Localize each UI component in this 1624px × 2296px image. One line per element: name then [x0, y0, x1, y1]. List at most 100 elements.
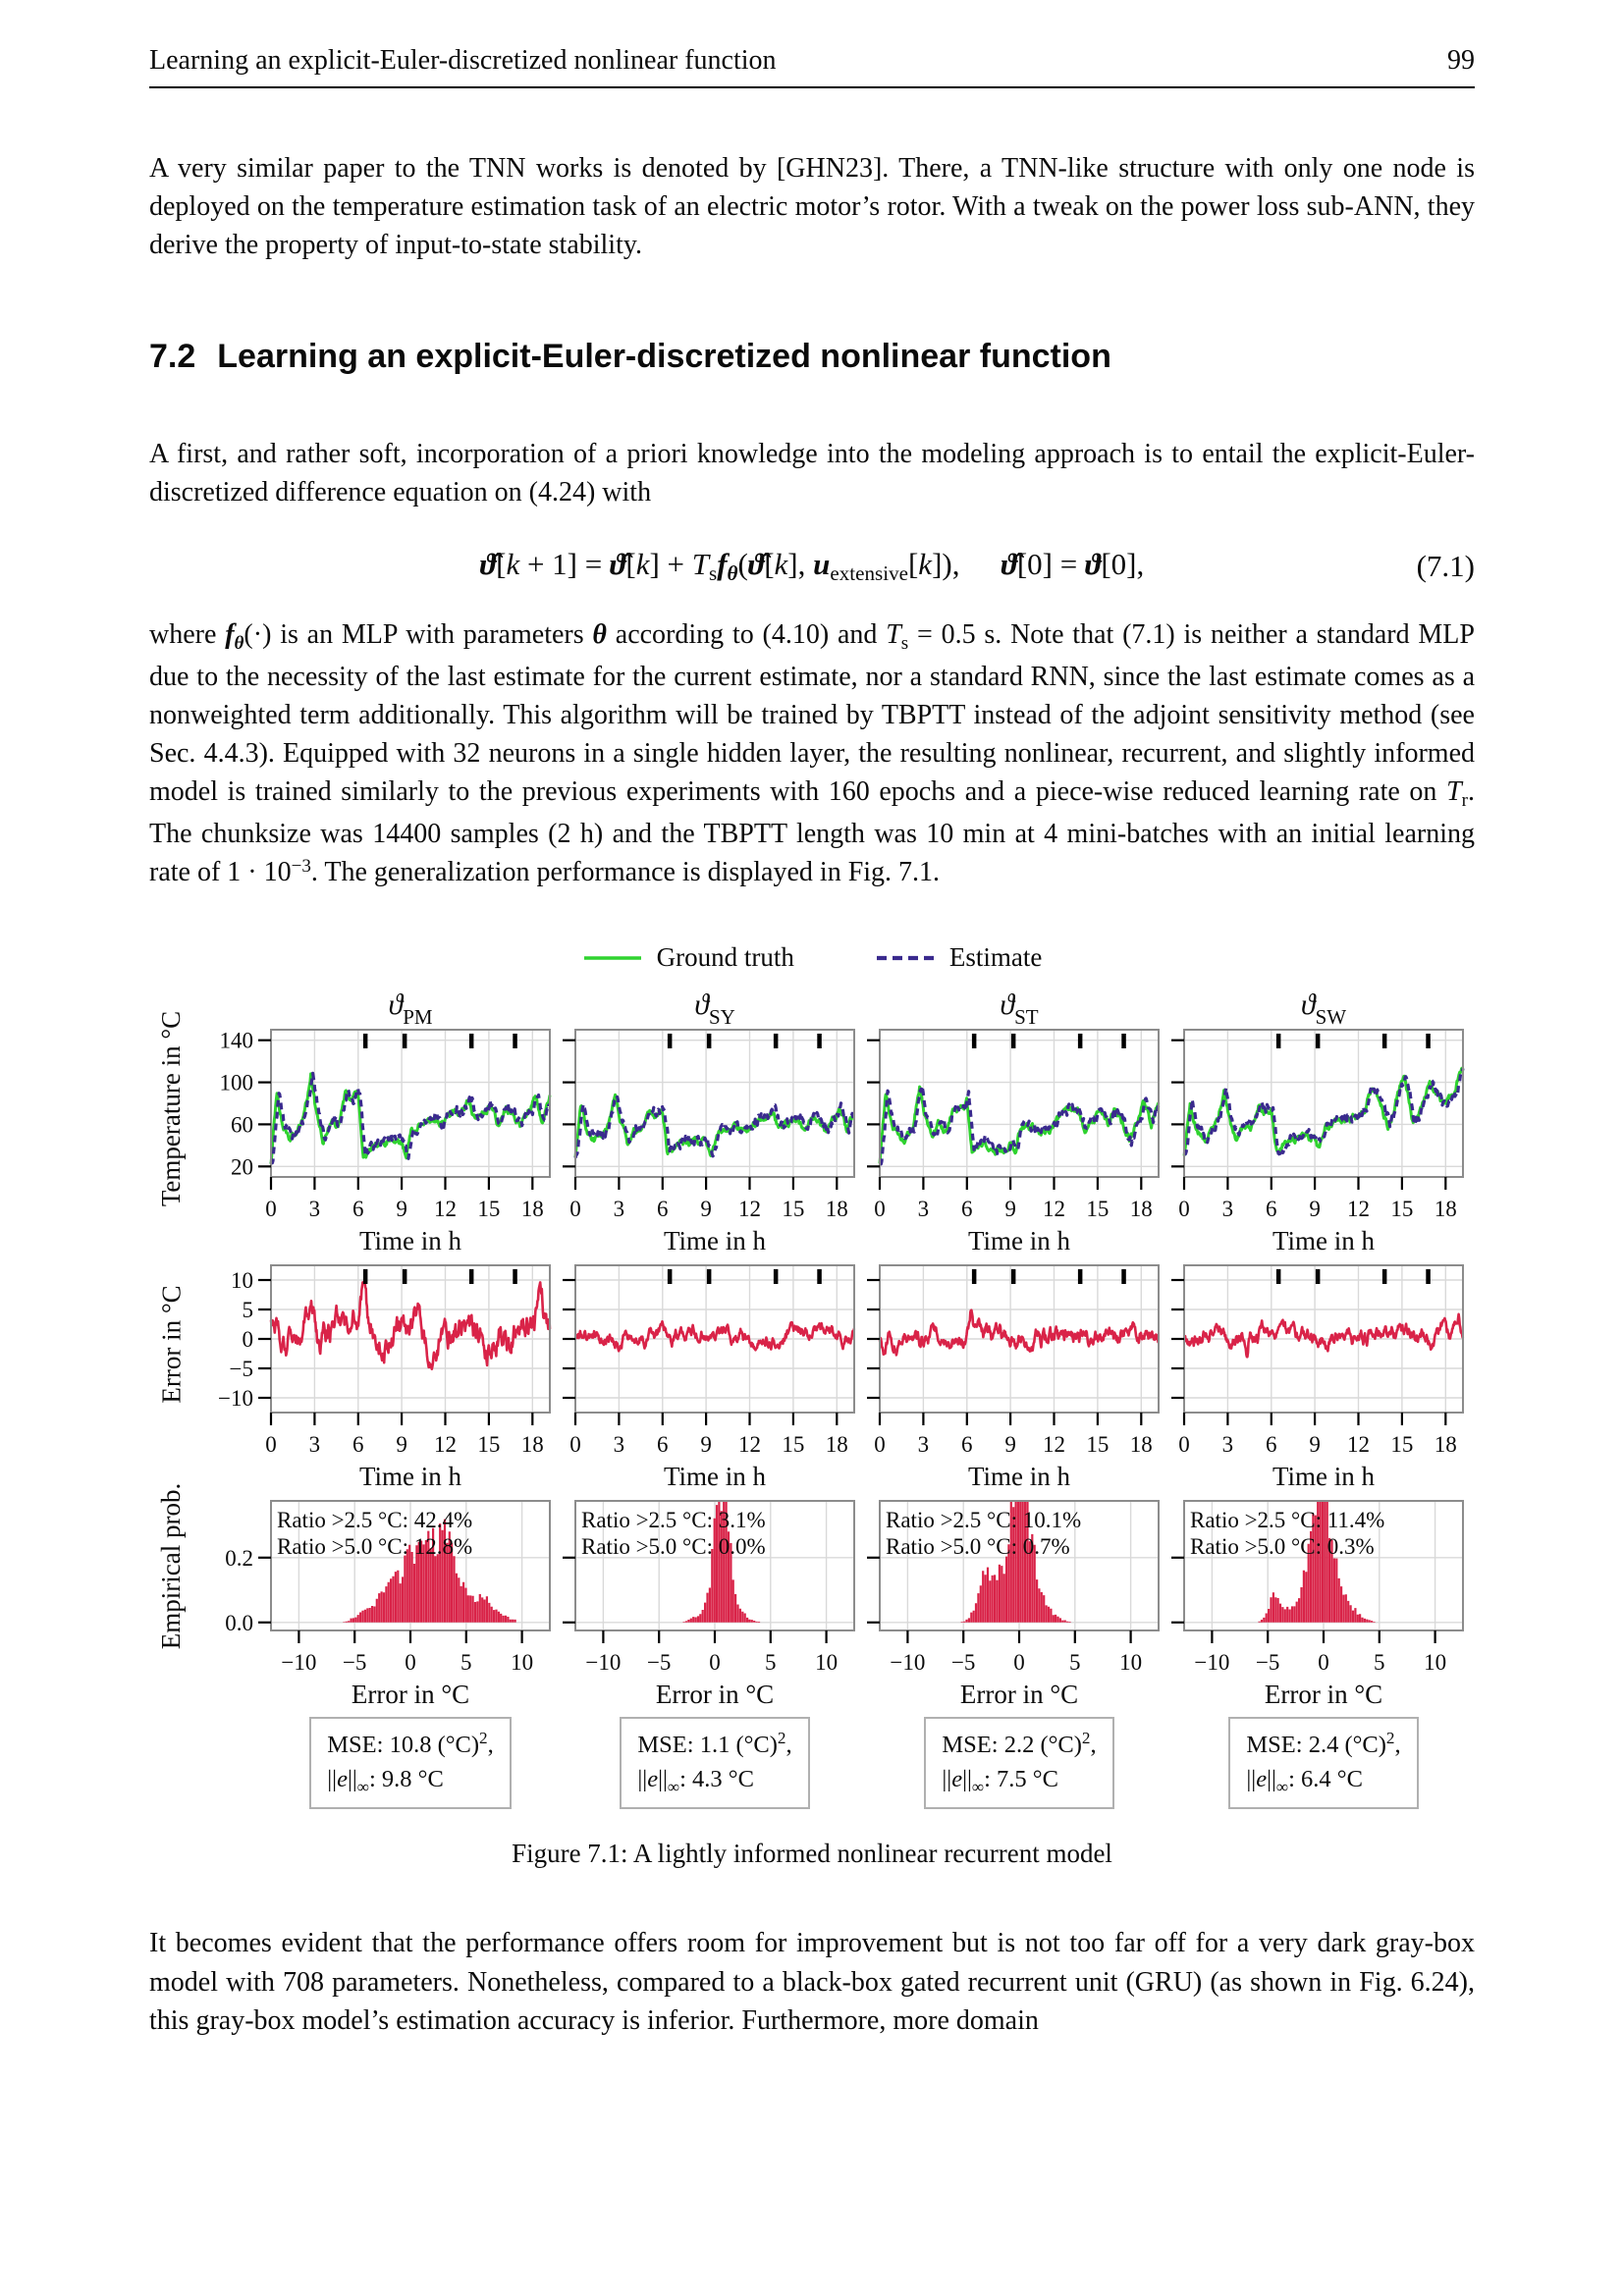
ylabel-empirical-prob-text: Empirical prob. — [156, 1482, 187, 1649]
svg-text:3: 3 — [1222, 1197, 1234, 1221]
svg-text:6: 6 — [1266, 1432, 1277, 1457]
theta-symbol: ϑ — [1300, 988, 1316, 1022]
mse-line: MSE: 1.1 (°C)2, — [637, 1729, 792, 1759]
svg-text:15: 15 — [477, 1197, 500, 1221]
running-header: Learning an explicit-Euler-discretized n… — [149, 45, 1475, 88]
svg-text:0: 0 — [1013, 1650, 1025, 1675]
figure-legend: Ground truth Estimate — [149, 942, 1475, 973]
svg-text:9: 9 — [700, 1432, 712, 1457]
mse-line: MSE: 10.8 (°C)2, — [327, 1729, 494, 1759]
text-segment: −3 — [291, 856, 311, 877]
text-segment: u — [813, 546, 831, 581]
svg-text:0: 0 — [569, 1432, 581, 1457]
svg-text:−10: −10 — [281, 1650, 316, 1675]
svg-text:Time in h: Time in h — [968, 1226, 1071, 1255]
svg-text:Ratio >5.0 °C: 0.3%: Ratio >5.0 °C: 0.3% — [1190, 1534, 1375, 1559]
text-segment: ϑ̂ — [747, 546, 765, 581]
svg-text:0: 0 — [874, 1197, 886, 1221]
error-plot-pm: 0 3 6 9 12 15 18 10 5 0 −5 −10 Time in h — [194, 1257, 558, 1493]
stat-cell-sw: MSE: 2.4 (°C)2, ||e||∞: 6.4 °C — [1166, 1717, 1471, 1810]
hist-plot-svg-sw: −10 −5 0 5 10 Ratio >2.5 °C: 11.4%Ratio >5.0 … — [1171, 1500, 1464, 1709]
text-segment: ] + — [649, 546, 692, 581]
svg-text:Time in h: Time in h — [1272, 1226, 1376, 1255]
figure-caption: Figure 7.1: A lightly informed nonlinear… — [512, 1839, 1112, 1869]
svg-text:Time in h: Time in h — [359, 1462, 462, 1491]
stat-cell-st: MSE: 2.2 (°C)2, ||e||∞: 7.5 °C — [862, 1717, 1166, 1810]
error-plot-svg-pm: 0 3 6 9 12 15 18 10 5 0 −5 −10 Time in h — [218, 1264, 552, 1491]
svg-text:9: 9 — [1309, 1197, 1321, 1221]
theta-subscript: PM — [403, 1005, 433, 1030]
svg-text:10: 10 — [1119, 1650, 1142, 1675]
legend-label-estimate: Estimate — [948, 942, 1043, 973]
mse-line: MSE: 2.2 (°C)2, — [942, 1729, 1097, 1759]
stat-cell-pm: MSE: 10.8 (°C)2, ||e||∞: 9.8 °C — [194, 1717, 558, 1810]
text-segment: [ — [625, 546, 636, 581]
equation-body: ϑ̂[k + 1] = ϑ̂[k] + Tsfθ(ϑ̂[k], uextensi… — [238, 547, 1386, 586]
svg-text:18: 18 — [521, 1197, 544, 1221]
svg-text:Error in °C: Error in °C — [1265, 1680, 1382, 1709]
svg-text:−5: −5 — [1256, 1650, 1279, 1675]
section-title: Learning an explicit-Euler-discretized n… — [217, 337, 1111, 375]
text-segment: extensive — [830, 561, 908, 585]
norm-line: ||e||∞: 4.3 °C — [637, 1766, 754, 1797]
temp-plot-st: 0 3 6 9 12 15 18 Time in h — [862, 1022, 1166, 1257]
svg-text:12: 12 — [1347, 1432, 1370, 1457]
stat-box-st: MSE: 2.2 (°C)2, ||e||∞: 7.5 °C — [924, 1717, 1114, 1810]
error-plot-svg-st: 0 3 6 9 12 15 18 Time in h — [867, 1264, 1160, 1491]
error-plot-svg-sy: 0 3 6 9 12 15 18 Time in h — [563, 1264, 856, 1491]
svg-text:18: 18 — [1130, 1197, 1153, 1221]
temp-plot-sy: 0 3 6 9 12 15 18 Time in h — [558, 1022, 862, 1257]
ylabel-empirical-prob: Empirical prob. — [149, 1482, 194, 1711]
running-header-title: Learning an explicit-Euler-discretized n… — [149, 45, 777, 76]
svg-text:Ratio >5.0 °C: 0.0%: Ratio >5.0 °C: 0.0% — [581, 1534, 766, 1559]
svg-text:18: 18 — [826, 1197, 848, 1221]
ylabel-error-text: Error in °C — [156, 1285, 187, 1404]
estimate-dashed-line-icon — [876, 955, 934, 960]
legend-item-estimate: Estimate — [875, 942, 1042, 973]
svg-text:−10: −10 — [218, 1386, 253, 1411]
svg-text:9: 9 — [396, 1432, 407, 1457]
svg-text:15: 15 — [1086, 1432, 1109, 1457]
norm-line: ||e||∞: 7.5 °C — [942, 1766, 1058, 1797]
legend-item-ground-truth: Ground truth — [582, 942, 794, 973]
svg-text:−5: −5 — [951, 1650, 975, 1675]
stat-box-sy: MSE: 1.1 (°C)2, ||e||∞: 4.3 °C — [620, 1717, 810, 1810]
svg-text:0: 0 — [874, 1432, 886, 1457]
stats-row-spacer — [149, 1711, 194, 1809]
svg-text:0: 0 — [569, 1197, 581, 1221]
svg-text:12: 12 — [434, 1197, 457, 1221]
text-segment: where — [149, 618, 226, 650]
svg-text:100: 100 — [220, 1071, 254, 1095]
svg-text:3: 3 — [309, 1432, 321, 1457]
temp-plot-pm: 0 3 6 9 12 15 18 140 100 60 20 Time in h — [194, 1022, 558, 1257]
svg-text:5: 5 — [1069, 1650, 1081, 1675]
svg-text:0: 0 — [1178, 1197, 1190, 1221]
text-segment: [0] = — [1016, 546, 1085, 581]
theta-symbol: ϑ — [694, 988, 709, 1022]
svg-text:−5: −5 — [647, 1650, 671, 1675]
svg-text:5: 5 — [765, 1650, 777, 1675]
ground-truth-line-icon — [583, 955, 641, 960]
svg-text:Time in h: Time in h — [1272, 1462, 1376, 1491]
text-segment: θ — [592, 618, 607, 650]
svg-text:6: 6 — [961, 1197, 973, 1221]
svg-text:20: 20 — [231, 1154, 253, 1179]
svg-text:−5: −5 — [230, 1357, 253, 1381]
equation-number: (7.1) — [1416, 548, 1475, 583]
text-segment: s — [900, 632, 909, 654]
svg-text:15: 15 — [1390, 1197, 1413, 1221]
svg-text:Time in h: Time in h — [968, 1462, 1071, 1491]
svg-text:0: 0 — [243, 1327, 254, 1352]
svg-text:0: 0 — [1318, 1650, 1329, 1675]
svg-text:6: 6 — [352, 1432, 364, 1457]
svg-text:Error in °C: Error in °C — [656, 1680, 774, 1709]
svg-text:15: 15 — [1390, 1432, 1413, 1457]
svg-text:18: 18 — [521, 1432, 544, 1457]
ylabel-temperature: Temperature in °C — [149, 1011, 194, 1257]
svg-text:6: 6 — [1266, 1197, 1277, 1221]
text-segment: . The generalization performance is disp… — [310, 857, 941, 887]
svg-text:0.2: 0.2 — [225, 1546, 253, 1571]
hist-plot-svg-st: −10 −5 0 5 10 Ratio >2.5 °C: 10.1%Ratio >5.0 … — [867, 1500, 1160, 1709]
hist-plot-sw: −10 −5 0 5 10 Ratio >2.5 °C: 11.4% Ratio >5.0 … — [1166, 1493, 1471, 1711]
text-segment: k — [774, 546, 788, 581]
